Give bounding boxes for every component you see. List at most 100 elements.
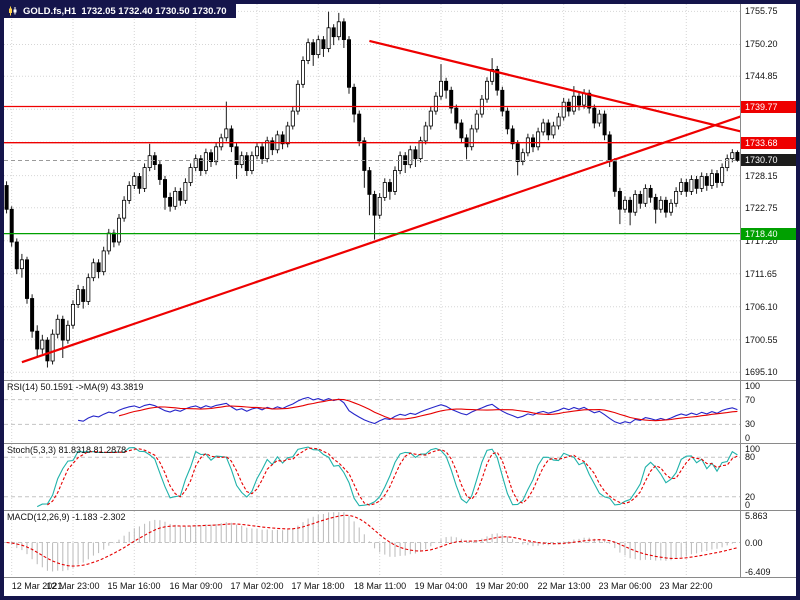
candle-bear	[638, 193, 643, 204]
candle-bear	[449, 89, 454, 109]
candle-bull	[597, 113, 602, 124]
axis-label: 1717.20	[745, 236, 778, 246]
candle-bull	[193, 158, 198, 168]
time-label: 23 Mar 22:00	[659, 581, 713, 591]
candle-bear	[444, 80, 449, 91]
panel-separator[interactable]	[4, 577, 796, 578]
candle-bull	[106, 232, 111, 252]
time-axis[interactable]: 12 Mar 2021 12 Mar 23:00 15 Mar 16:00 16 Ma…	[4, 578, 796, 596]
candle-bull	[188, 167, 193, 183]
candle-bear	[30, 298, 35, 332]
candle-bear	[45, 339, 50, 362]
candle-bull	[561, 101, 566, 118]
candle-bear	[321, 39, 326, 50]
candle-bull	[71, 303, 76, 326]
candle-bear	[168, 196, 173, 207]
candle-bull	[571, 95, 576, 112]
time-label: 18 Mar 11:00	[353, 581, 407, 591]
price-axis[interactable]: 1755.75 1750.20 1744.85 1728.15 1722.75 1717.…	[740, 4, 796, 380]
candle-bull	[19, 259, 24, 270]
symbol-period: GOLD.fs,H1	[23, 5, 77, 17]
candle-bear	[500, 89, 505, 112]
time-label: 23 Mar 06:00	[598, 581, 652, 591]
candle-bull	[173, 190, 178, 207]
candle-bull	[551, 125, 556, 136]
candle-bull	[669, 202, 674, 213]
candle-bull	[316, 39, 321, 56]
main-chart-svg	[4, 4, 740, 380]
candle-bull	[484, 80, 489, 100]
axis-label: 1700.55	[745, 335, 778, 345]
price-tag: 1718.40	[741, 228, 796, 240]
candle-bear	[346, 39, 351, 88]
time-label: 17 Mar 18:00	[291, 581, 345, 591]
axis-label: 1722.75	[745, 203, 778, 213]
stoch-signal-line	[47, 447, 738, 506]
macd-signal-line	[6, 514, 738, 567]
candle-bear	[311, 42, 316, 56]
price-tag: 1739.77	[741, 101, 796, 113]
time-label: 16 Mar 09:00	[169, 581, 223, 591]
candle-bear	[617, 190, 622, 210]
candle-bear	[244, 155, 249, 171]
candle-bull	[582, 92, 587, 106]
candle-bull	[265, 140, 270, 160]
candle-bull	[423, 125, 428, 142]
candle-bull	[720, 167, 725, 183]
candle-bear	[648, 187, 653, 198]
candle-bear	[602, 113, 607, 136]
axis-label: 30	[745, 419, 756, 429]
macd-panel-row: MACD(12,26,9) -1.183 -2.302 5.863 0.00 -6.…	[4, 511, 796, 577]
time-axis-labels: 12 Mar 2021 12 Mar 23:00 15 Mar 16:00 16 Ma…	[4, 578, 740, 596]
stoch-axis[interactable]: 100 80 20 0	[740, 444, 796, 510]
rsi-panel-plot[interactable]: RSI(14) 50.1591 ->MA(9) 43.3819	[4, 381, 740, 443]
candle-bull	[556, 116, 561, 127]
rsi-axis[interactable]: 100 70 30 0	[740, 381, 796, 443]
main-panel-row: GOLD.fs,H1 1732.05 1732.40 1730.50 1730.…	[4, 4, 796, 380]
time-label: 19 Mar 20:00	[475, 581, 529, 591]
candle-bull	[658, 199, 663, 210]
candle-bear	[137, 176, 142, 189]
axis-label: 1755.75	[745, 6, 778, 16]
macd-axis[interactable]: 5.863 0.00 -6.409	[740, 511, 796, 577]
candle-bear	[715, 173, 720, 183]
candlestick-icon	[9, 6, 17, 16]
panel-separator[interactable]	[4, 510, 796, 511]
candle-bull	[183, 182, 188, 201]
time-label: 19 Mar 04:00	[414, 581, 468, 591]
rsi-ma-line	[118, 398, 738, 422]
candle-bear	[24, 259, 29, 299]
main-chart-plot[interactable]: GOLD.fs,H1 1732.05 1732.40 1730.50 1730.…	[4, 4, 740, 380]
candle-bear	[587, 92, 592, 109]
candle-bull	[285, 125, 290, 145]
stoch-label: Stoch(5,3,3) 81.8318 81.2878	[7, 445, 127, 455]
rsi-label: RSI(14) 50.1591 ->MA(9) 43.3819	[7, 382, 144, 392]
candle-bear	[454, 107, 459, 124]
candle-bear	[208, 152, 213, 162]
rsi-line	[78, 396, 738, 425]
axis-label: 1695.10	[745, 367, 778, 377]
candle-bear	[372, 193, 377, 216]
panel-separator[interactable]	[4, 443, 796, 444]
candle-bear	[280, 134, 285, 145]
candles	[4, 11, 740, 368]
candle-bull	[490, 69, 495, 82]
candle-bear	[178, 190, 183, 201]
macd-panel-plot[interactable]: MACD(12,26,9) -1.183 -2.302	[4, 511, 740, 577]
candle-bull	[623, 199, 628, 210]
stoch-panel-plot[interactable]: Stoch(5,3,3) 81.8318 81.2878	[4, 444, 740, 510]
trendline-1[interactable]	[21, 115, 740, 364]
candle-bear	[505, 110, 510, 130]
panel-separator[interactable]	[4, 380, 796, 381]
candle-bear	[577, 95, 582, 106]
trendline-2[interactable]	[369, 39, 740, 133]
candle-bear	[111, 232, 116, 243]
candle-bull	[433, 95, 438, 112]
candle-bull	[86, 277, 91, 302]
candle-bear	[546, 122, 551, 136]
candle-bull	[142, 167, 147, 189]
candle-bull	[709, 173, 714, 186]
candle-bull	[679, 182, 684, 192]
candle-bear	[367, 170, 372, 195]
candle-bear	[684, 182, 689, 192]
